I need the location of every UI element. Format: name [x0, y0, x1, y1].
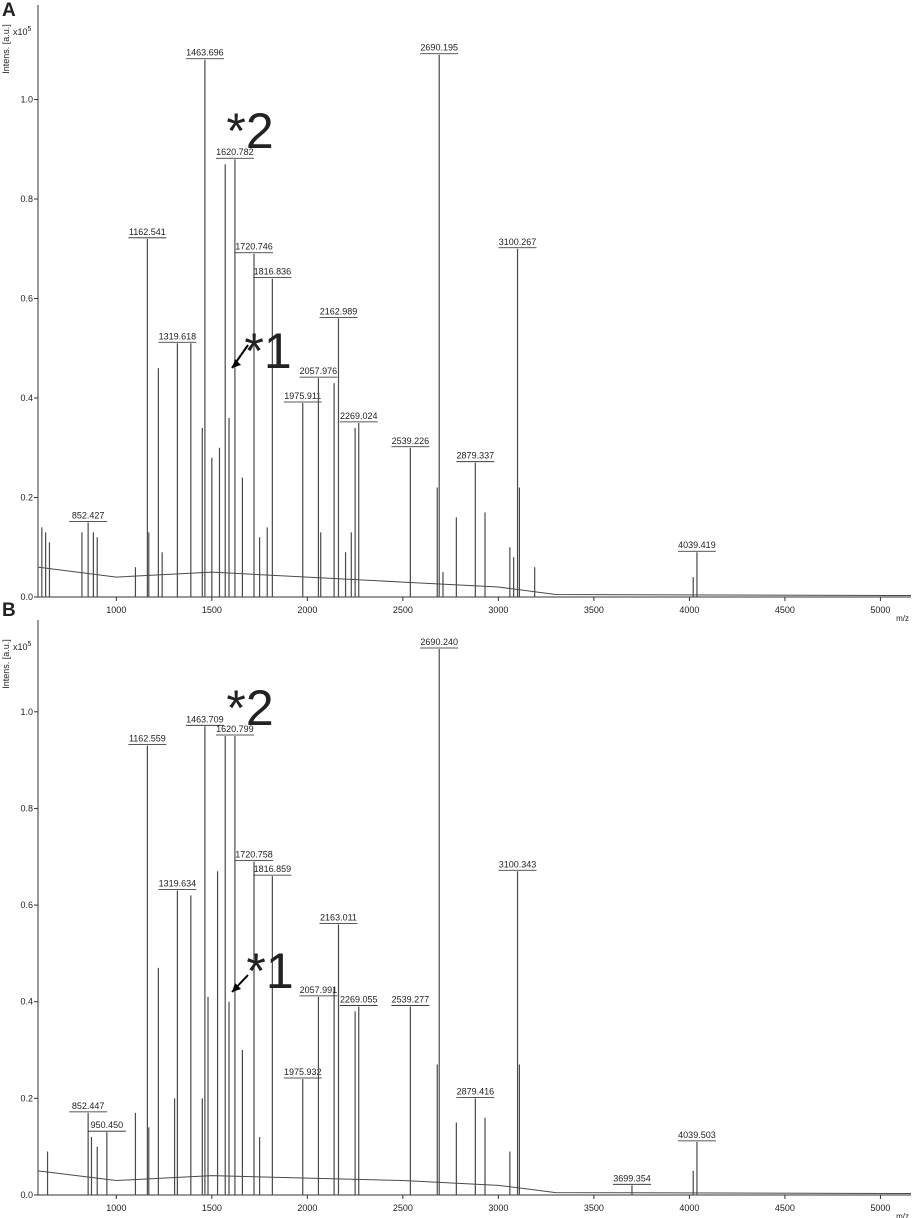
- y-axis-label: Intens. [a.u.]: [1, 24, 11, 74]
- y-tick-label: 0.2: [20, 493, 33, 503]
- x-tick-label: 3000: [488, 605, 508, 615]
- y-axis-label: Intens. [a.u.]: [1, 639, 11, 689]
- peak-label: 2057.991: [300, 985, 338, 995]
- peak-label: 2539.226: [392, 436, 430, 446]
- peak-label: 3699.354: [613, 1173, 651, 1183]
- arrow-head: [232, 983, 241, 992]
- y-tick-label: 0.8: [20, 194, 33, 204]
- y-tick-label: 0.6: [20, 900, 33, 910]
- y-tick-label: 0.8: [20, 803, 33, 813]
- peak-label: 2269.024: [340, 411, 378, 421]
- x-tick-label: 3500: [584, 1203, 604, 1213]
- scale-exp: 5: [28, 641, 32, 648]
- peak-label: 2269.055: [340, 995, 378, 1005]
- y-scale-factor: x105: [13, 641, 32, 652]
- x-tick-label: 5000: [870, 1203, 890, 1213]
- peak-label: 1162.559: [129, 734, 166, 744]
- y-tick-label: 0.2: [20, 1093, 33, 1103]
- x-tick-label: 2500: [393, 1203, 413, 1213]
- peak-label: 4039.503: [678, 1130, 716, 1140]
- peak-label: 1720.746: [235, 242, 273, 252]
- y-scale-factor: x105: [13, 26, 32, 37]
- y-tick-label: 0.6: [20, 294, 33, 304]
- panel-letter: B: [2, 600, 16, 621]
- panel-letter: A: [2, 0, 16, 21]
- y-tick-label: 0.4: [20, 393, 33, 403]
- x-tick-label: 5000: [870, 605, 890, 615]
- peak-label: 2163.011: [320, 912, 357, 922]
- x-tick-label: 4500: [775, 605, 795, 615]
- peak-label: 1319.634: [159, 879, 197, 889]
- x-tick-label: 3000: [488, 1203, 508, 1213]
- peak-label: 950.450: [91, 1120, 124, 1130]
- x-tick-label: 1000: [106, 605, 126, 615]
- x-tick-label: 4000: [679, 1203, 699, 1213]
- annotation: *2: [226, 103, 273, 159]
- annotation: *1: [244, 323, 291, 379]
- peak-label: 1975.932: [284, 1067, 322, 1077]
- panel: A Intens. [a.u.] x105 0.0 0.2 0.4 0.6 0.8 1.0 100…: [1, 0, 912, 623]
- x-tick-label: 1000: [106, 1203, 126, 1213]
- scale-base: x10: [13, 27, 28, 37]
- peak-label: 1975.911: [284, 391, 321, 401]
- peak-label: 1162.541: [129, 227, 166, 237]
- peak-label: 1620.799: [216, 724, 254, 734]
- y-tick-label: 1.0: [20, 707, 33, 717]
- peak-label: 2162.989: [320, 306, 358, 316]
- x-tick-label: 2500: [393, 605, 413, 615]
- x-tick-label: 2000: [297, 1203, 317, 1213]
- peak-label: 1463.709: [186, 714, 224, 724]
- peak-label: 1816.836: [254, 267, 292, 277]
- x-tick-label: 1500: [202, 1203, 222, 1213]
- y-tick-label: 0.4: [20, 997, 33, 1007]
- x-tick-label: 4500: [775, 1203, 795, 1213]
- x-axis-label: m/z: [896, 1212, 909, 1218]
- peak-label: 2879.416: [457, 1086, 495, 1096]
- peak-label: 3100.343: [499, 859, 537, 869]
- panel: B Intens. [a.u.] x105 0.0 0.2 0.4 0.6 0.8 1.0 100…: [1, 600, 912, 1218]
- peak-label: 2057.976: [300, 366, 338, 376]
- baseline: [37, 566, 912, 597]
- y-tick-label: 0.0: [20, 1190, 33, 1200]
- peak-label: 852.427: [72, 510, 105, 520]
- x-axis-label: m/z: [896, 614, 909, 623]
- x-tick-label: 4000: [679, 605, 699, 615]
- x-tick-label: 3500: [584, 605, 604, 615]
- x-tick-label: 1500: [202, 605, 222, 615]
- peak-label: 1620.782: [216, 147, 254, 157]
- scale-exp: 5: [28, 26, 32, 33]
- peak-label: 1720.758: [235, 850, 273, 860]
- y-tick-label: 0.0: [20, 592, 33, 602]
- annotation: *2: [226, 680, 273, 736]
- arrow-head: [232, 359, 241, 368]
- peak-label: 4039.419: [678, 540, 716, 550]
- scale-base: x10: [13, 642, 28, 652]
- peak-label: 2539.277: [392, 995, 430, 1005]
- peak-label: 1319.618: [159, 331, 197, 341]
- baseline: [37, 1170, 912, 1195]
- peak-label: 2690.195: [420, 43, 458, 53]
- y-tick-label: 1.0: [20, 95, 33, 105]
- peak-label: 2879.337: [457, 451, 495, 461]
- peak-label: 1463.696: [186, 48, 224, 58]
- annotation: *1: [246, 943, 293, 999]
- peak-label: 1816.859: [254, 864, 292, 874]
- peak-label: 2690.240: [420, 637, 458, 647]
- peak-label: 852.447: [72, 1101, 105, 1111]
- x-tick-label: 2000: [297, 605, 317, 615]
- peak-label: 3100.267: [499, 237, 537, 247]
